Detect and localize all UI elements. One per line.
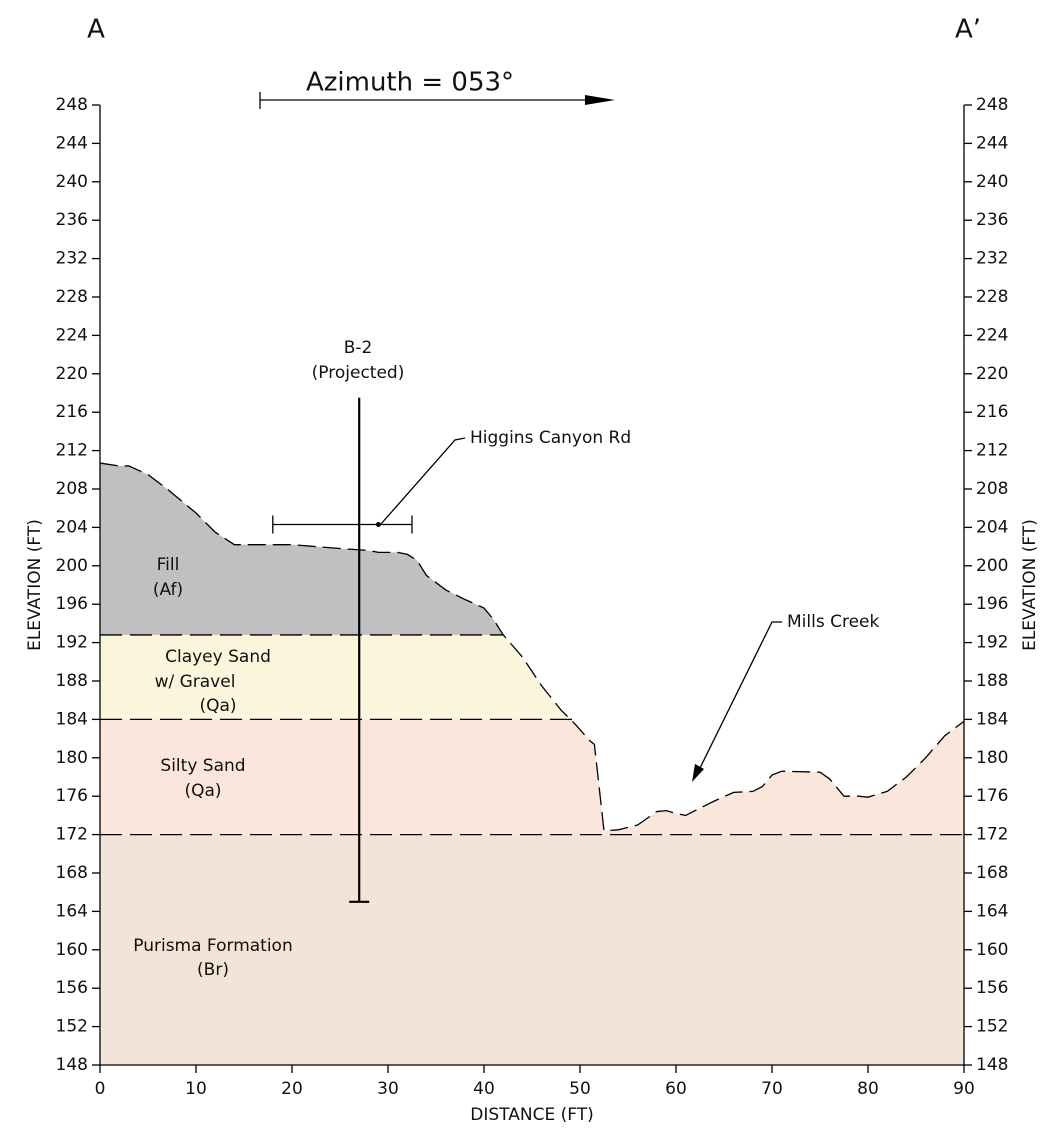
y2-tick-label: 220 [976, 364, 1008, 384]
y-tick-label: 224 [56, 325, 88, 345]
x-tick-label: 40 [473, 1079, 495, 1099]
y2-tick-label: 216 [976, 402, 1008, 422]
section-start: A [87, 15, 105, 45]
y2-tick-label: 180 [976, 748, 1008, 768]
y2-axis-label: ELEVATION (FT) [1020, 519, 1040, 651]
y2-tick-label: 176 [976, 786, 1008, 806]
y2-tick-label: 224 [976, 325, 1008, 345]
y2-tick-label: 160 [976, 940, 1008, 960]
y2-tick-label: 164 [976, 901, 1008, 921]
x-tick-label: 90 [953, 1079, 975, 1099]
y-tick-label: 216 [56, 402, 88, 422]
y2-tick-label: 184 [976, 709, 1008, 729]
y2-tick-label: 172 [976, 825, 1008, 845]
layer-label: (Qa) [199, 696, 236, 716]
y-tick-label: 188 [56, 671, 88, 691]
boring-note: (Projected) [312, 363, 405, 383]
y2-tick-label: 148 [976, 1055, 1008, 1075]
y2-tick-label: 168 [976, 863, 1008, 883]
y-tick-label: 244 [56, 133, 88, 153]
y2-tick-label: 236 [976, 210, 1008, 230]
y2-tick-label: 156 [976, 978, 1008, 998]
y-tick-label: 180 [56, 748, 88, 768]
layer-label: Clayey Sand [165, 647, 271, 667]
layer-label: Fill [157, 555, 180, 575]
layer-label: Purisma Formation [133, 936, 292, 956]
x-axis-label: DISTANCE (FT) [470, 1105, 593, 1125]
y2-tick-label: 152 [976, 1017, 1008, 1037]
road-label: Higgins Canyon Rd [470, 428, 631, 448]
cross-section: 148 148 152 152 156 156 160 160 164 164 168 168 172 1… [0, 0, 1046, 1142]
y2-tick-label: 192 [976, 633, 1008, 653]
y2-tick-label: 212 [976, 441, 1008, 461]
y2-tick-label: 208 [976, 479, 1008, 499]
y2-tick-label: 232 [976, 249, 1008, 269]
road-leader [381, 438, 465, 524]
y-tick-label: 184 [56, 709, 88, 729]
x-tick-label: 10 [185, 1079, 207, 1099]
creek-leader [692, 622, 782, 782]
y2-tick-label: 204 [976, 517, 1008, 537]
section-end: A’ [955, 15, 981, 45]
y-tick-label: 156 [56, 978, 88, 998]
layer-label: (Af) [153, 580, 183, 600]
y-tick-label: 248 [56, 95, 88, 115]
y-tick-label: 228 [56, 287, 88, 307]
y-tick-label: 208 [56, 479, 88, 499]
layer-label: Silty Sand [160, 756, 245, 776]
boring-name: B-2 [344, 338, 373, 358]
y-tick-label: 220 [56, 364, 88, 384]
x-tick-label: 70 [761, 1079, 783, 1099]
y-tick-label: 152 [56, 1017, 88, 1037]
y-tick-label: 164 [56, 901, 88, 921]
y-tick-label: 232 [56, 249, 88, 269]
layer-label: w/ Gravel [155, 672, 236, 692]
y2-tick-label: 200 [976, 556, 1008, 576]
road-point [376, 522, 381, 527]
y-axis-label: ELEVATION (FT) [25, 519, 45, 651]
y-tick-label: 192 [56, 633, 88, 653]
y-tick-label: 204 [56, 517, 88, 537]
x-tick-label: 80 [857, 1079, 879, 1099]
x-tick-label: 30 [377, 1079, 399, 1099]
y-tick-label: 172 [56, 825, 88, 845]
azimuth: Azimuth = 053° [306, 68, 514, 98]
x-tick-label: 50 [569, 1079, 591, 1099]
y2-tick-label: 188 [976, 671, 1008, 691]
x-tick-label: 60 [665, 1079, 687, 1099]
y-tick-label: 176 [56, 786, 88, 806]
y2-tick-label: 248 [976, 95, 1008, 115]
layer-label: (Qa) [184, 781, 221, 801]
layer [100, 719, 964, 834]
y-tick-label: 148 [56, 1055, 88, 1075]
y-tick-label: 168 [56, 863, 88, 883]
y-tick-label: 160 [56, 940, 88, 960]
layer [100, 105, 964, 635]
y2-tick-label: 240 [976, 172, 1008, 192]
y-tick-label: 212 [56, 441, 88, 461]
y2-tick-label: 244 [976, 133, 1008, 153]
y-tick-label: 196 [56, 594, 88, 614]
y-tick-label: 236 [56, 210, 88, 230]
creek-label: Mills Creek [787, 612, 880, 632]
x-tick-label: 20 [281, 1079, 303, 1099]
y-tick-label: 240 [56, 172, 88, 192]
y2-tick-label: 228 [976, 287, 1008, 307]
y2-tick-label: 196 [976, 594, 1008, 614]
y-tick-label: 200 [56, 556, 88, 576]
layer-fills [100, 105, 964, 1065]
layer-label: (Br) [197, 960, 229, 980]
x-tick-label: 0 [95, 1079, 106, 1099]
